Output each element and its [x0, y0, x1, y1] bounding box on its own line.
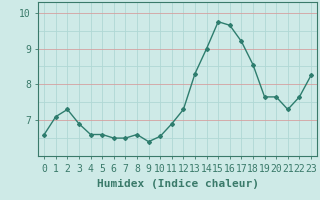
X-axis label: Humidex (Indice chaleur): Humidex (Indice chaleur)	[97, 179, 259, 189]
